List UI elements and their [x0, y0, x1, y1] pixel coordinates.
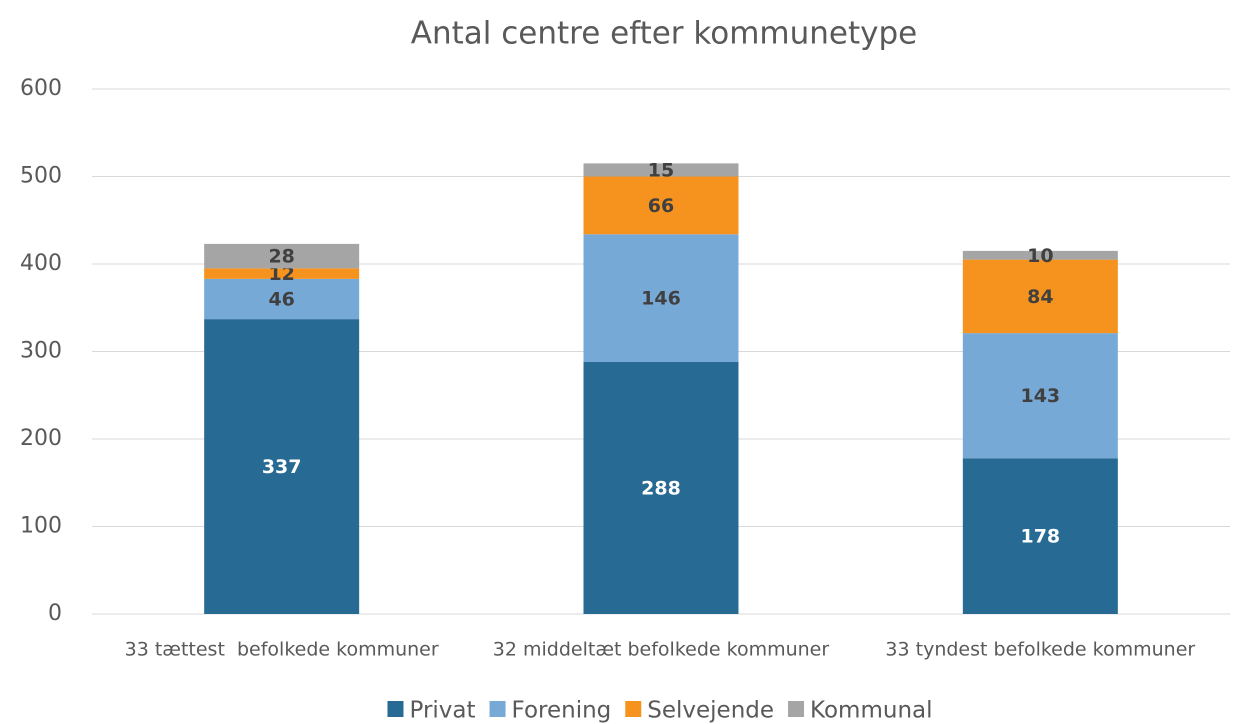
y-tick-label: 0: [48, 601, 62, 626]
legend-swatch: [788, 701, 805, 717]
data-label: 178: [1020, 526, 1060, 548]
data-label: 337: [262, 456, 302, 478]
data-label: 288: [641, 478, 681, 500]
bar-segment: [204, 278, 360, 320]
bar-segment: [583, 163, 739, 177]
y-tick-label: 600: [20, 76, 62, 101]
legend-label: Kommunal: [810, 698, 932, 724]
legend-swatch: [625, 701, 642, 717]
data-label: 143: [1020, 385, 1060, 407]
legend-swatch: [387, 701, 404, 717]
legend-label: Privat: [409, 698, 475, 724]
x-tick-label: 32 middeltæt befolkede kommuner: [493, 639, 830, 661]
chart-title: Antal centre efter kommunetype: [411, 16, 917, 52]
y-tick-label: 400: [20, 251, 62, 276]
data-label: 12: [268, 263, 294, 285]
bar-segment: [583, 176, 739, 235]
bar-segment: [962, 259, 1118, 334]
data-label: 84: [1027, 286, 1053, 308]
bar-segment: [962, 250, 1118, 260]
bar-segment: [204, 243, 360, 269]
legend-swatch: [489, 701, 506, 717]
legend-label: Selvejende: [647, 698, 774, 724]
legend-label: Forening: [512, 698, 612, 724]
y-tick-label: 300: [20, 339, 62, 364]
data-label: 10: [1027, 245, 1053, 267]
x-tick-label: 33 tættest befolkede kommuner: [125, 639, 439, 661]
x-tick-label: 33 tyndest befolkede kommuner: [885, 639, 1195, 661]
bar-segment: [204, 319, 360, 614]
bar-segment: [583, 234, 739, 362]
y-tick-label: 200: [20, 426, 62, 451]
data-label: 28: [268, 246, 294, 268]
y-tick-label: 500: [20, 164, 62, 189]
bar-segment: [962, 333, 1118, 459]
bar-segment: [583, 362, 739, 614]
bar-segment: [204, 268, 360, 279]
y-tick-label: 100: [20, 514, 62, 539]
data-label: 46: [268, 289, 294, 311]
data-label: 66: [648, 195, 674, 217]
data-label: 146: [641, 288, 681, 310]
bar-segment: [962, 458, 1118, 614]
data-label: 15: [648, 159, 674, 181]
